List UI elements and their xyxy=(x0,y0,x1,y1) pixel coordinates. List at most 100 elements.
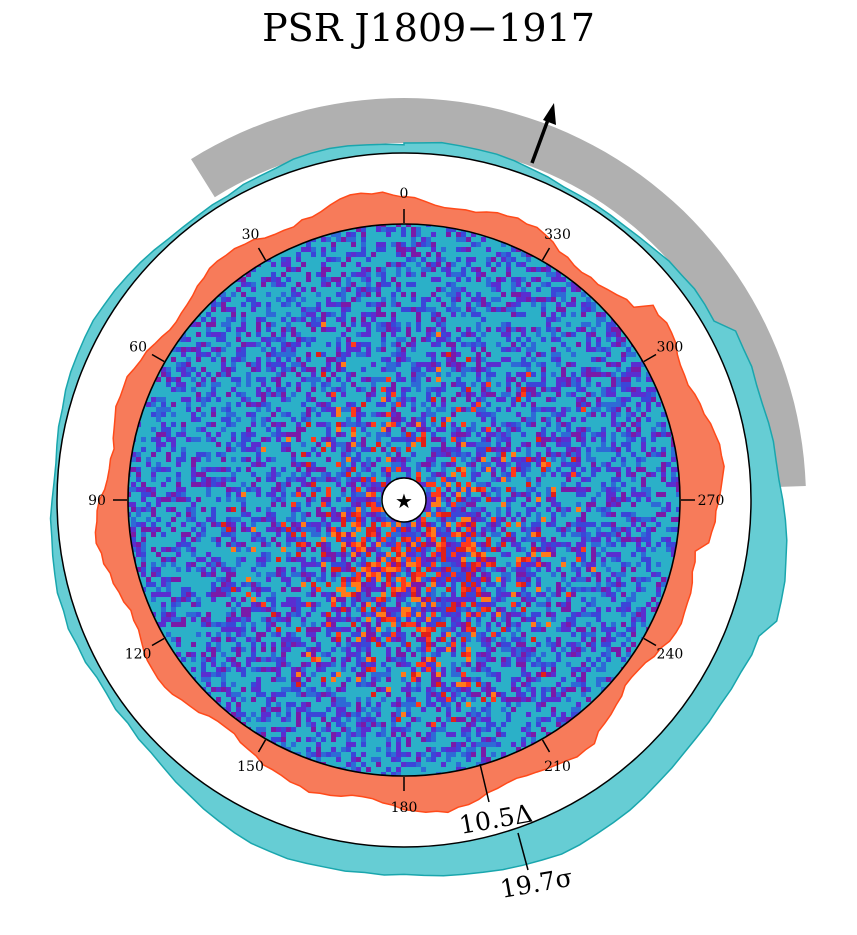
heatmap-pixel xyxy=(606,657,611,662)
heatmap-pixel xyxy=(576,382,581,387)
heatmap-pixel xyxy=(206,452,211,457)
heatmap-pixel xyxy=(326,557,331,562)
heatmap-pixel xyxy=(441,602,446,607)
heatmap-pixel xyxy=(426,577,431,582)
heatmap-pixel xyxy=(601,637,606,642)
heatmap-pixel xyxy=(361,552,366,557)
heatmap-pixel xyxy=(606,332,611,337)
heatmap-pixel xyxy=(411,307,416,312)
heatmap-pixel xyxy=(471,392,476,397)
heatmap-pixel xyxy=(226,412,231,417)
heatmap-pixel xyxy=(401,232,406,237)
heatmap-pixel xyxy=(306,322,311,327)
heatmap-pixel xyxy=(326,392,331,397)
heatmap-pixel xyxy=(131,467,136,472)
heatmap-pixel xyxy=(271,727,276,732)
heatmap-pixel xyxy=(411,247,416,252)
heatmap-pixel xyxy=(491,612,496,617)
heatmap-pixel xyxy=(321,512,326,517)
heatmap-pixel xyxy=(456,432,461,437)
heatmap-pixel xyxy=(176,472,181,477)
heatmap-pixel xyxy=(491,692,496,697)
heatmap-pixel xyxy=(516,467,521,472)
heatmap-pixel xyxy=(436,317,441,322)
heatmap-pixel xyxy=(451,302,456,307)
heatmap-pixel xyxy=(441,637,446,642)
heatmap-pixel xyxy=(156,407,161,412)
heatmap-pixel xyxy=(136,477,141,482)
heatmap-pixel xyxy=(621,397,626,402)
heatmap-pixel xyxy=(456,437,461,442)
heatmap-pixel xyxy=(346,252,351,257)
heatmap-pixel xyxy=(341,647,346,652)
heatmap-pixel xyxy=(321,437,326,442)
heatmap-pixel xyxy=(461,727,466,732)
heatmap-pixel xyxy=(386,617,391,622)
heatmap-pixel xyxy=(211,537,216,542)
heatmap-pixel xyxy=(276,297,281,302)
heatmap-pixel xyxy=(296,507,301,512)
heatmap-pixel xyxy=(241,457,246,462)
heatmap-pixel xyxy=(316,667,321,672)
heatmap-pixel xyxy=(231,472,236,477)
heatmap-pixel xyxy=(541,592,546,597)
heatmap-pixel xyxy=(471,692,476,697)
heatmap-pixel xyxy=(431,267,436,272)
heatmap-pixel xyxy=(296,707,301,712)
heatmap-pixel xyxy=(431,672,436,677)
heatmap-pixel xyxy=(286,712,291,717)
heatmap-pixel xyxy=(346,677,351,682)
heatmap-pixel xyxy=(516,612,521,617)
heatmap-pixel xyxy=(516,337,521,342)
heatmap-pixel xyxy=(426,697,431,702)
heatmap-pixel xyxy=(621,387,626,392)
heatmap-pixel xyxy=(221,417,226,422)
heatmap-pixel xyxy=(221,362,226,367)
heatmap-pixel xyxy=(151,547,156,552)
heatmap-pixel xyxy=(426,722,431,727)
heatmap-pixel xyxy=(296,587,301,592)
heatmap-pixel xyxy=(471,707,476,712)
heatmap-pixel xyxy=(241,357,246,362)
heatmap-pixel xyxy=(626,517,631,522)
heatmap-pixel xyxy=(556,502,561,507)
heatmap-pixel xyxy=(651,452,656,457)
heatmap-pixel xyxy=(281,372,286,377)
heatmap-pixel xyxy=(566,607,571,612)
heatmap-pixel xyxy=(471,747,476,752)
heatmap-pixel xyxy=(206,632,211,637)
heatmap-pixel xyxy=(421,517,426,522)
heatmap-pixel xyxy=(446,477,451,482)
heatmap-pixel xyxy=(346,717,351,722)
heatmap-pixel xyxy=(581,407,586,412)
heatmap-pixel xyxy=(496,542,501,547)
heatmap-pixel xyxy=(291,667,296,672)
heatmap-pixel xyxy=(236,557,241,562)
heatmap-pixel xyxy=(486,737,491,742)
heatmap-pixel xyxy=(231,477,236,482)
heatmap-pixel xyxy=(471,722,476,727)
heatmap-pixel xyxy=(281,617,286,622)
heatmap-pixel xyxy=(281,367,286,372)
heatmap-pixel xyxy=(256,682,261,687)
heatmap-pixel xyxy=(341,297,346,302)
heatmap-pixel xyxy=(211,662,216,667)
heatmap-pixel xyxy=(631,477,636,482)
heatmap-pixel xyxy=(586,342,591,347)
heatmap-pixel xyxy=(461,407,466,412)
heatmap-pixel xyxy=(461,697,466,702)
heatmap-pixel xyxy=(326,547,331,552)
heatmap-pixel xyxy=(611,492,616,497)
heatmap-pixel xyxy=(196,392,201,397)
heatmap-pixel xyxy=(526,352,531,357)
heatmap-pixel xyxy=(236,392,241,397)
heatmap-pixel xyxy=(391,727,396,732)
heatmap-pixel xyxy=(671,482,676,487)
heatmap-pixel xyxy=(411,562,416,567)
heatmap-pixel xyxy=(301,682,306,687)
heatmap-pixel xyxy=(311,482,316,487)
heatmap-pixel xyxy=(676,517,680,522)
heatmap-pixel xyxy=(506,422,511,427)
heatmap-pixel xyxy=(211,522,216,527)
heatmap-pixel xyxy=(631,372,636,377)
